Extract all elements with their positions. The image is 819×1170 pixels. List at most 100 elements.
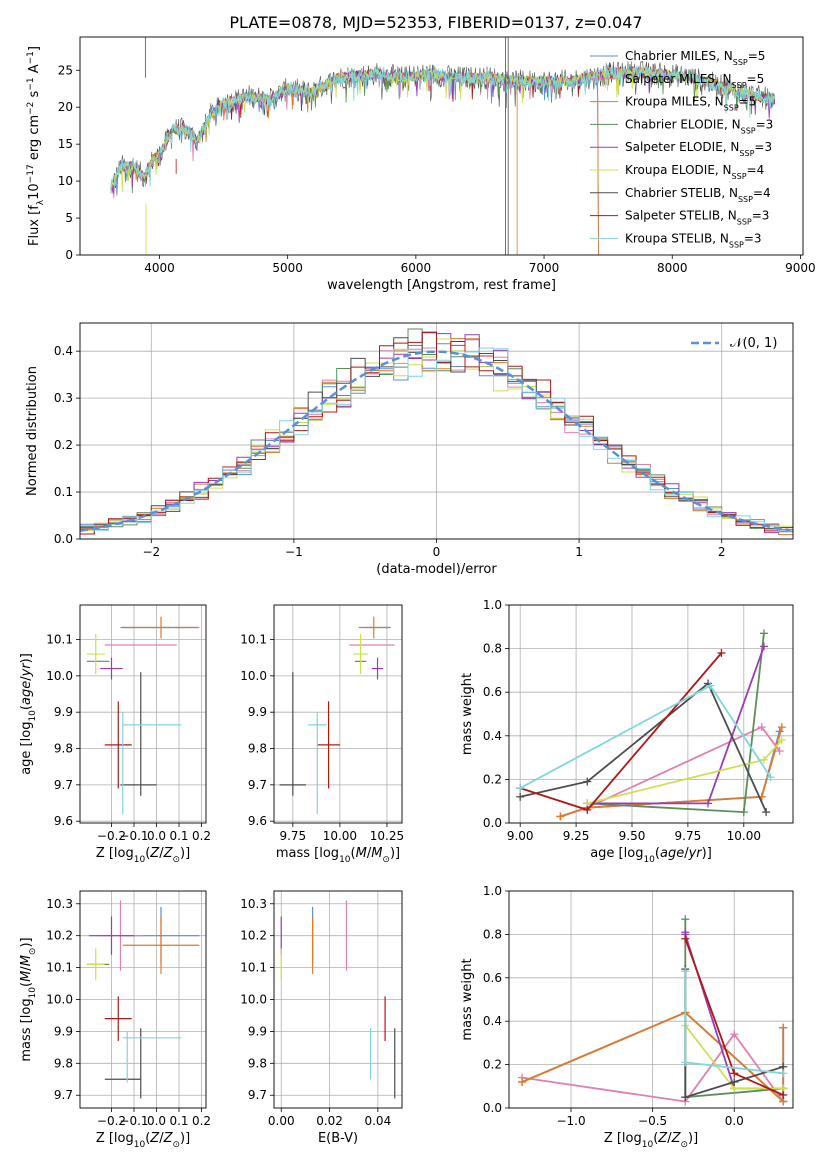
y-tick-label: 10.2 [240, 929, 267, 943]
y-tick-label: 10.0 [240, 993, 267, 1007]
legend-label: Chabrier ELODIE, NSSP=3 [625, 117, 773, 135]
series-kroupa_stelib [110, 64, 775, 193]
y-axis-label: Normed distribution [25, 366, 40, 496]
series-salpeter_miles [110, 68, 599, 255]
y-tick-label: 0.6 [483, 685, 502, 699]
panel-age_vs_Z: −0.2−0.10.0 0.1 0.2 9.6 9.7 9.8 9.9 10.0 10.1 Z [… [19, 604, 211, 865]
legend-label: Kroupa MILES, NSSP=5 [625, 95, 756, 113]
weight-lines [516, 629, 786, 821]
panel-weight_vs_Z: −1.0 −0.5 0.0 0.0 0.2 0.4 0.6 0.8 1.0 Z [log10(Z/… [460, 884, 794, 1150]
y-axis-label: mass weight [460, 958, 475, 1040]
x-tick-label: 0.0 [147, 829, 166, 843]
x-tick-label: 0.2 [192, 1114, 211, 1128]
y-tick-label: 10.2 [46, 929, 73, 943]
y-tick-label: 0.0 [483, 1101, 502, 1115]
y-tick-label: 9.8 [248, 1056, 267, 1070]
y-tick-label: 1.0 [483, 884, 502, 898]
y-tick-label: 0 [65, 248, 73, 262]
x-tick-label: 2 [718, 545, 726, 559]
y-tick-label: 0.2 [483, 1058, 502, 1072]
y-tick-label: 0.6 [483, 971, 502, 985]
y-tick-label: 0.3 [54, 391, 73, 405]
y-tick-label: 0.2 [54, 438, 73, 452]
x-tick-label: 0.00 [268, 1114, 295, 1128]
x-tick-label: −0.2 [97, 1114, 126, 1128]
legend-label: Salpeter STELIB, NSSP=3 [625, 209, 769, 227]
axes-frame [273, 604, 403, 824]
legend-label: Kroupa ELODIE, NSSP=4 [625, 163, 764, 181]
weight-line-salpeter_stelib [519, 652, 723, 811]
spectrum-legend: Chabrier MILES, NSSP=5 Salpeter MILES, NS… [590, 49, 773, 249]
y-tick-label: 0.8 [483, 642, 502, 656]
y-tick-label: 0.1 [54, 485, 73, 499]
panel-residual_hist: −2 −1 0 1 2 0.0 0.1 0.2 0.3 0.4 (data-model)/error… [25, 322, 794, 577]
y-tick-label: 9.7 [54, 778, 73, 792]
y-tick-label: 9.8 [54, 1056, 73, 1070]
x-tick-label: 0.1 [169, 829, 188, 843]
y-tick-label: 9.9 [54, 1024, 73, 1038]
x-axis-label: Z [log10(Z/Z⊙)] [96, 846, 190, 865]
x-tick-label: 0.02 [316, 1114, 343, 1128]
y-tick-label: 9.6 [248, 814, 267, 828]
panel-mass_vs_ebv: 0.00 0.02 0.04 9.7 9.8 9.9 10.0 10.1 10.2 10.3 E(B… [240, 890, 403, 1146]
axes-frame [79, 890, 207, 1109]
x-tick-label: −1 [285, 545, 303, 559]
series-kroupa_miles [110, 68, 599, 255]
axes-frame [79, 322, 794, 540]
legend-label: Chabrier STELIB, NSSP=4 [625, 186, 771, 204]
x-tick-label: 5000 [272, 261, 303, 275]
y-tick-label: 1.0 [483, 598, 502, 612]
x-axis-label: (data-model)/error [376, 562, 497, 577]
histogram-steps [80, 328, 793, 536]
axes-frame [273, 890, 403, 1109]
series-chabrier_miles [110, 68, 599, 255]
legend-label: Salpeter MILES, NSSP=5 [625, 72, 764, 90]
x-tick-label: 9.75 [279, 829, 306, 843]
series-salpeter_elodie [110, 66, 775, 194]
y-tick-label: 9.7 [248, 778, 267, 792]
x-tick-label: 0 [433, 545, 441, 559]
x-axis-label: Z [log10(Z/Z⊙)] [96, 1131, 190, 1150]
x-tick-label: 9.50 [619, 829, 646, 843]
x-tick-label: −0.1 [119, 829, 148, 843]
y-axis-label: mass weight [460, 673, 475, 755]
y-axis-label: mass [log10(M/M⊙)] [19, 937, 38, 1061]
hist-salpeter_stelib [80, 332, 793, 535]
y-tick-label: 20 [58, 100, 73, 114]
y-axis-label: age [log10(age/yr)] [19, 653, 38, 775]
panel-spectrum: 4000 5000 6000 7000 8000 9000 0 5 10 15 20 25 wavele… [26, 36, 816, 293]
x-tick-label: 8000 [657, 261, 688, 275]
y-tick-label: 10 [58, 174, 73, 188]
x-axis-label: Z [log10(Z/Z⊙)] [604, 1131, 698, 1150]
x-tick-label: 10.00 [727, 829, 761, 843]
errorbars [280, 900, 396, 1099]
spectrum-lines [110, 37, 776, 255]
y-tick-label: 15 [58, 137, 73, 151]
y-tick-label: 9.9 [248, 705, 267, 719]
y-tick-label: 10.3 [46, 897, 73, 911]
x-tick-label: 9.00 [507, 829, 534, 843]
weight-line-chabrier_stelib [520, 682, 768, 813]
x-tick-label: 0.04 [364, 1114, 391, 1128]
x-axis-label: age [log10(age/yr)] [590, 846, 712, 865]
axes-frame [79, 36, 804, 256]
y-tick-label: 10.0 [46, 669, 73, 683]
x-tick-label: −0.2 [97, 829, 126, 843]
y-tick-label: 0.4 [483, 729, 502, 743]
y-tick-label: 0.2 [483, 772, 502, 786]
y-tick-label: 25 [58, 63, 73, 77]
gaussian-curve [80, 350, 791, 533]
y-tick-label: 10.3 [240, 897, 267, 911]
errorbars [279, 616, 395, 814]
y-tick-label: 10.1 [240, 633, 267, 647]
weight-line-kroupa_miles [560, 726, 783, 818]
x-tick-label: 0.0 [147, 1114, 166, 1128]
figure-title: PLATE=0878, MJD=52353, FIBERID=0137, z=0… [229, 13, 642, 32]
y-tick-label: 9.9 [248, 1024, 267, 1038]
y-tick-label: 9.7 [54, 1088, 73, 1102]
x-axis-label: wavelength [Angstrom, rest frame] [327, 278, 556, 293]
legend-label: 𝒩(0, 1) [730, 336, 777, 351]
y-tick-label: 10.1 [46, 961, 73, 975]
x-tick-label: 6000 [401, 261, 432, 275]
